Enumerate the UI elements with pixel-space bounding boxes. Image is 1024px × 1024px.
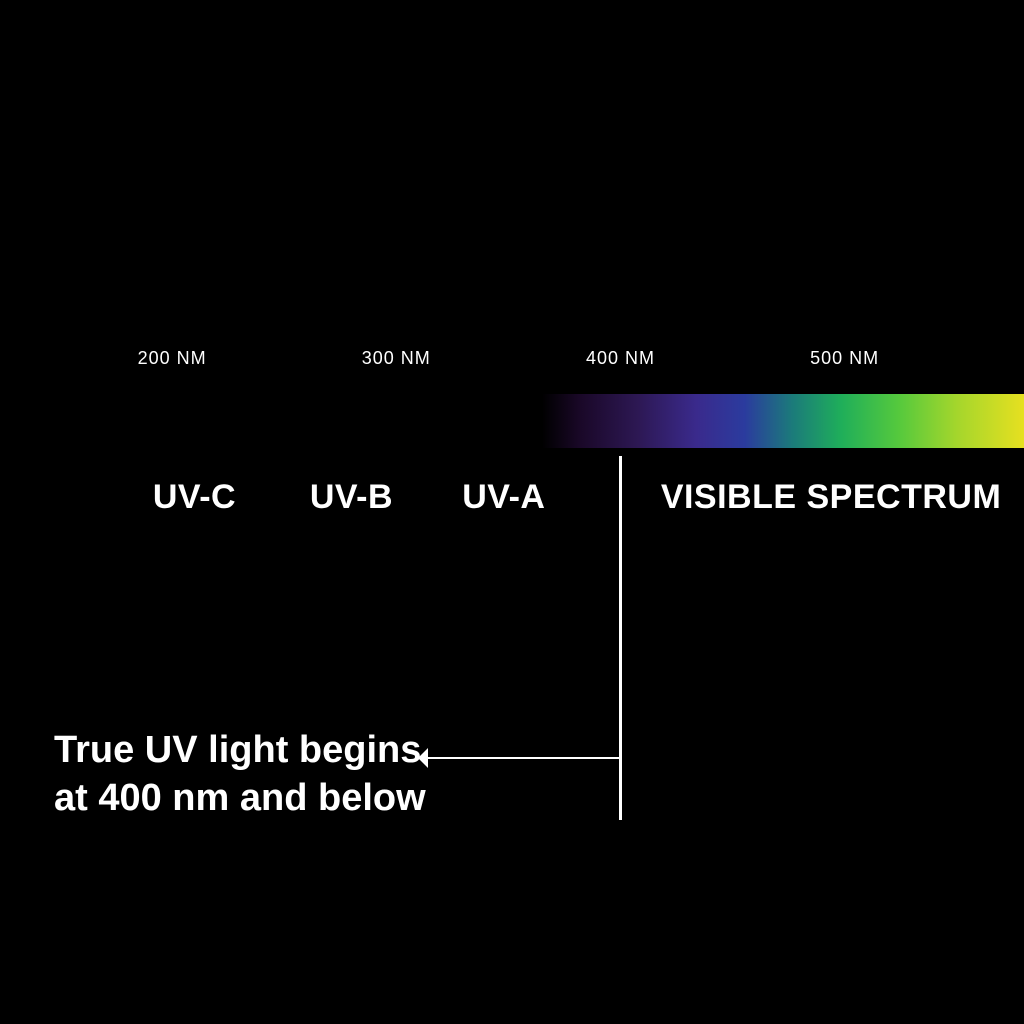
callout-line-1: True UV light begins: [54, 726, 426, 774]
callout-line-2: at 400 nm and below: [54, 774, 426, 822]
band-label: VISIBLE SPECTRUM: [661, 478, 1001, 517]
callout-text: True UV light begins at 400 nm and below: [54, 726, 426, 822]
band-label: UV-C: [153, 478, 236, 517]
visible-spectrum-band: [542, 394, 1024, 448]
band-label: UV-B: [310, 478, 393, 517]
axis-tick: 400 NM: [586, 348, 655, 369]
axis-tick: 500 NM: [810, 348, 879, 369]
axis-tick: 200 NM: [138, 348, 207, 369]
axis-tick: 300 NM: [362, 348, 431, 369]
band-label: UV-A: [462, 478, 545, 517]
uv-boundary-line: [619, 456, 622, 820]
spectrum-diagram: 200 NM 300 NM 400 NM 500 NM UV-C UV-B UV-A VIS…: [0, 0, 1024, 1024]
